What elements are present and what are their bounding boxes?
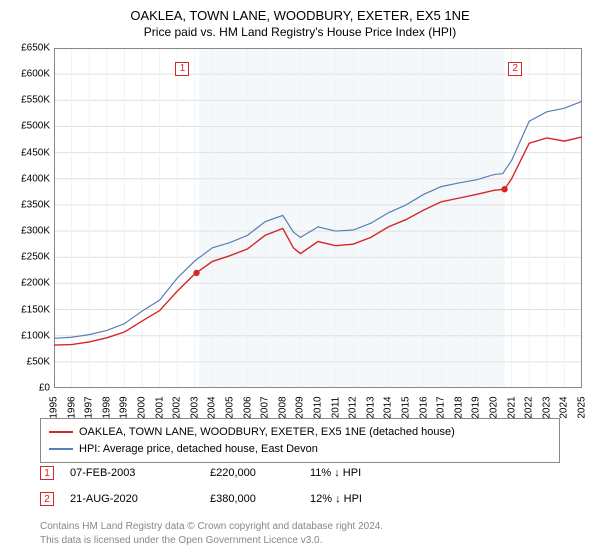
transaction-pct: 12% ↓ HPI (310, 493, 390, 505)
legend-label: HPI: Average price, detached house, East… (79, 441, 318, 458)
x-tick-label: 2023 (541, 396, 552, 418)
y-tick-label: £650K (21, 43, 50, 54)
footer-line2: This data is licensed under the Open Gov… (40, 534, 383, 548)
x-tick-label: 2011 (330, 397, 341, 419)
x-tick-label: 2020 (489, 396, 500, 418)
legend-row: HPI: Average price, detached house, East… (49, 441, 551, 458)
x-tick-label: 2017 (436, 396, 447, 418)
x-tick-label: 2001 (154, 396, 165, 418)
chart-svg (54, 48, 582, 388)
x-tick-label: 2014 (383, 396, 394, 418)
x-tick-label: 2004 (207, 396, 218, 418)
x-tick-label: 2010 (313, 396, 324, 418)
x-tick-label: 2015 (401, 396, 412, 418)
legend-swatch (49, 431, 73, 433)
y-tick-label: £0 (39, 383, 50, 394)
legend-swatch (49, 448, 73, 450)
x-tick-label: 2012 (348, 396, 359, 418)
transaction-row: 2 21-AUG-2020£380,00012% ↓ HPI (40, 492, 390, 506)
x-tick-label: 2008 (277, 396, 288, 418)
y-tick-label: £100K (21, 330, 50, 341)
x-tick-label: 1995 (49, 396, 60, 418)
x-tick-label: 2003 (189, 396, 200, 418)
chart-subtitle: Price paid vs. HM Land Registry's House … (0, 23, 600, 43)
x-tick-label: 2019 (471, 396, 482, 418)
y-tick-label: £250K (21, 252, 50, 263)
x-tick-label: 2013 (365, 396, 376, 418)
footer: Contains HM Land Registry data © Crown c… (40, 520, 383, 547)
transaction-row: 1 07-FEB-2003£220,00011% ↓ HPI (40, 466, 390, 480)
transaction-pct: 11% ↓ HPI (310, 467, 390, 479)
y-tick-label: £150K (21, 304, 50, 315)
chart-title: OAKLEA, TOWN LANE, WOODBURY, EXETER, EX5… (0, 0, 600, 23)
x-tick-label: 2018 (453, 396, 464, 418)
y-tick-label: £350K (21, 199, 50, 210)
x-tick-label: 2005 (225, 396, 236, 418)
chart-plot-area: £0£50K£100K£150K£200K£250K£300K£350K£400… (54, 48, 582, 388)
transaction-date: 07-FEB-2003 (70, 467, 210, 479)
x-tick-label: 1999 (119, 396, 130, 418)
x-tick-label: 2024 (559, 396, 570, 418)
x-tick-label: 1997 (84, 396, 95, 418)
x-tick-label: 2025 (577, 396, 588, 418)
y-tick-label: £450K (21, 147, 50, 158)
x-tick-label: 2021 (506, 396, 517, 418)
x-tick-label: 1996 (66, 396, 77, 418)
x-tick-label: 1998 (101, 396, 112, 418)
y-tick-label: £300K (21, 226, 50, 237)
x-tick-label: 2007 (260, 396, 271, 418)
transaction-marker: 2 (40, 492, 54, 506)
y-tick-label: £400K (21, 173, 50, 184)
y-tick-label: £500K (21, 121, 50, 132)
transaction-price: £380,000 (210, 493, 310, 505)
x-tick-label: 2000 (137, 396, 148, 418)
footer-line1: Contains HM Land Registry data © Crown c… (40, 520, 383, 534)
chart-marker-box: 1 (175, 62, 189, 76)
y-tick-label: £550K (21, 95, 50, 106)
legend: OAKLEA, TOWN LANE, WOODBURY, EXETER, EX5… (40, 418, 560, 463)
chart-container: OAKLEA, TOWN LANE, WOODBURY, EXETER, EX5… (0, 0, 600, 560)
x-tick-label: 2009 (295, 396, 306, 418)
chart-marker-box: 2 (508, 62, 522, 76)
y-tick-label: £600K (21, 69, 50, 80)
x-tick-label: 2006 (242, 396, 253, 418)
x-tick-label: 2022 (524, 396, 535, 418)
x-tick-label: 2002 (172, 396, 183, 418)
transaction-price: £220,000 (210, 467, 310, 479)
y-tick-label: £50K (27, 356, 50, 367)
y-tick-label: £200K (21, 278, 50, 289)
legend-row: OAKLEA, TOWN LANE, WOODBURY, EXETER, EX5… (49, 424, 551, 441)
transaction-marker: 1 (40, 466, 54, 480)
legend-label: OAKLEA, TOWN LANE, WOODBURY, EXETER, EX5… (79, 424, 455, 441)
transaction-date: 21-AUG-2020 (70, 493, 210, 505)
x-tick-label: 2016 (418, 396, 429, 418)
